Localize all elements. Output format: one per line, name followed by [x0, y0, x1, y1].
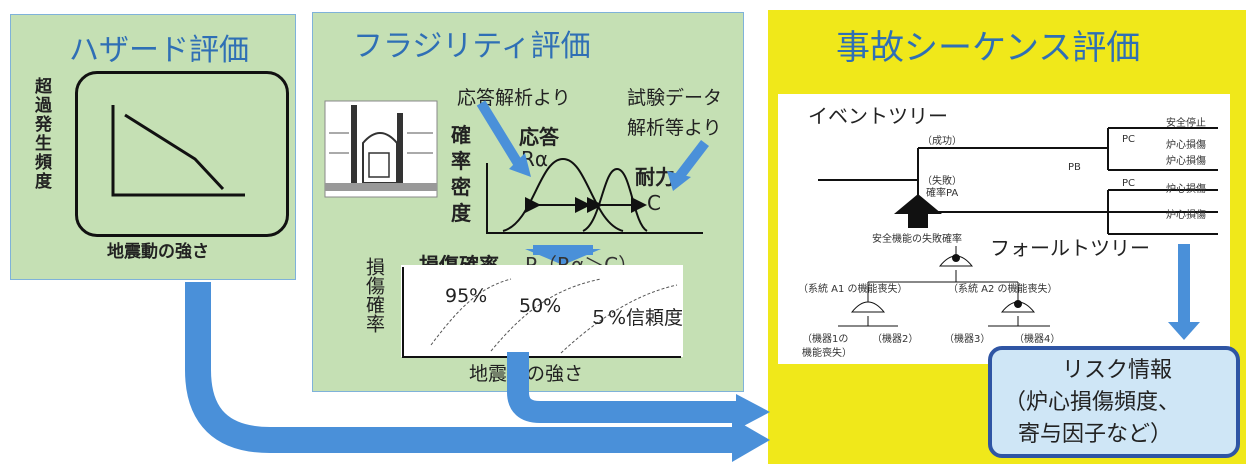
- et-failure: （失敗）: [922, 176, 962, 187]
- fragility-curve-plot: [401, 265, 683, 357]
- ft-m2: （機器2）: [872, 334, 919, 345]
- sequence-panel: 事故シーケンス評価 イベントツリー （成功）: [768, 10, 1246, 464]
- et-pb: PB: [1068, 162, 1081, 173]
- fragility-curves: [402, 267, 681, 358]
- et-failure-prob: 確率PA: [926, 188, 959, 199]
- hazard-xlabel: 地震動の強さ: [107, 242, 209, 262]
- event-tree-area: [778, 94, 1230, 364]
- et-out5: 炉心損傷: [1166, 210, 1206, 221]
- et-out1: 安全停止: [1166, 118, 1206, 129]
- et-success: （成功）: [922, 136, 962, 147]
- density-label-2: 率: [451, 149, 471, 173]
- et-out4: 炉心損傷: [1166, 184, 1206, 195]
- sequence-title: 事故シーケンス評価: [836, 28, 1141, 68]
- risk-info-box: [988, 346, 1240, 458]
- hazard-panel: ハザード評価 超過発生頻度 地震動の強さ: [10, 14, 296, 280]
- fragility-panel: フラジリティ評価 応答解析より 試験データ 解析等より 確 率 密 度 応答 R…: [312, 12, 744, 392]
- capacity-symbol: C: [647, 191, 661, 215]
- ft-m4: （機器4）: [1014, 334, 1061, 345]
- ft-m1b: 機能喪失）: [802, 348, 852, 359]
- density-label-4: 度: [451, 201, 471, 225]
- density-curves: [476, 100, 709, 265]
- conf-5: ５%信頼度: [589, 307, 684, 329]
- et-pc1: PC: [1122, 134, 1136, 145]
- capacity-label: 耐力: [635, 165, 675, 189]
- risk-line2: （炉心損傷頻度、: [1004, 390, 1181, 415]
- ft-m3: （機器3）: [944, 334, 991, 345]
- fragility-title: フラジリティ評価: [353, 29, 591, 64]
- event-tree-diagram: [818, 127, 1218, 340]
- ft-a2: （系統 A2 の機能喪失）: [948, 284, 1058, 295]
- reactor-building-icon: [324, 100, 438, 198]
- density-label-1: 確: [451, 123, 471, 147]
- from-test-label: 試験データ: [627, 87, 723, 109]
- et-out2: 炉心損傷: [1166, 140, 1206, 151]
- hazard-curve-box: [75, 71, 289, 237]
- conf-50: 50%: [519, 295, 562, 317]
- et-out3: 炉心損傷: [1166, 156, 1206, 167]
- from-test-label-2: 解析等より: [627, 117, 722, 139]
- lower-ylabel: 損傷確率: [363, 257, 385, 333]
- conf-95: 95%: [445, 285, 488, 307]
- hazard-title: ハザード評価: [69, 33, 249, 68]
- ft-a1: （系統 A1 の機能喪失）: [798, 284, 908, 295]
- event-tree-label: イベントツリー: [808, 104, 948, 128]
- response-label: 応答: [519, 125, 559, 149]
- ft-top: 安全機能の失敗確率: [872, 234, 962, 245]
- ft-m1: （機器1の: [802, 334, 849, 345]
- fault-tree-label: フォールトツリー: [990, 236, 1150, 260]
- hazard-ylabel: 超過発生頻度: [31, 77, 51, 191]
- risk-line3: 寄与因子など）: [1018, 422, 1173, 447]
- risk-title: リスク情報: [1062, 358, 1173, 383]
- hazard-curve: [111, 105, 245, 197]
- density-label-3: 密: [451, 175, 471, 199]
- et-pc2: PC: [1122, 178, 1136, 189]
